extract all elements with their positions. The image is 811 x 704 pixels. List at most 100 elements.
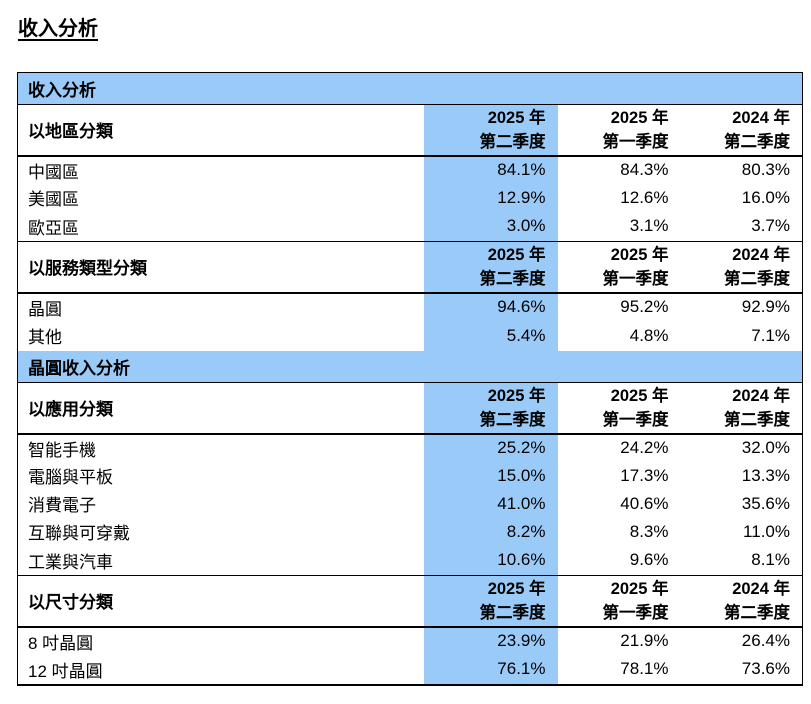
col-header-quarter: 第一季度 [602,132,669,151]
value-2024-q2: 7.1% [751,325,790,345]
col-header-2024-q2: 2024 年 第二季度 [680,382,803,435]
row-label: 美國區 [28,190,79,209]
col-header-2025-q1: 2025 年 第一季度 [557,241,681,294]
row-label: 12 吋晶圓 [28,661,103,681]
col-header-year: 2024 年 [732,579,790,598]
row-label: 電腦與平板 [28,468,113,487]
col-header-quarter: 第二季度 [479,410,546,429]
value-2025-q1: 84.3% [620,160,669,179]
value-2025-q1: 9.6% [629,550,669,570]
col-header-quarter: 第二季度 [479,132,546,151]
col-header-year: 2024 年 [732,245,790,264]
row-china: 中國區 84.1% 84.3% 80.3% [18,156,803,184]
col-header-quarter: 第一季度 [602,269,669,288]
page-title: 收入分析 [18,18,98,40]
value-2025-q1: 78.1% [620,659,669,678]
col-header-year: 2025 年 [610,245,669,264]
section-header-by-service-type: 以服務類型分類 2025 年 第二季度 2025 年 第一季度 2024 年 第… [17,241,803,294]
col-header-2025-q2: 2025 年 第二季度 [423,382,558,435]
col-header-quarter: 第一季度 [602,410,669,429]
row-wafer: 晶圓 94.6% 95.2% 92.9% [18,293,803,321]
section-header-by-region: 以地區分類 2025 年 第二季度 2025 年 第一季度 2024 年 第二季… [17,104,803,157]
value-2024-q2: 35.6% [741,493,790,513]
value-2025-q2: 41.0% [497,493,546,513]
value-2024-q2: 80.3% [741,160,790,179]
value-2024-q2: 73.6% [741,659,790,678]
col-header-quarter: 第二季度 [479,603,546,622]
row-label: 其他 [28,328,62,347]
value-2025-q1: 8.3% [629,521,669,541]
section-label: 以應用分類 [17,382,424,435]
band-title: 收入分析 [17,72,803,105]
value-2025-q2: 12.9% [497,187,546,207]
value-2025-q1: 3.1% [629,216,669,236]
section-label: 以服務類型分類 [17,241,424,294]
value-2024-q2: 32.0% [741,438,790,457]
value-2025-q1: 4.8% [629,325,669,345]
value-2025-q2: 15.0% [497,465,546,485]
col-header-quarter: 第二季度 [724,603,790,622]
col-header-quarter: 第二季度 [724,269,790,288]
row-label: 中國區 [28,162,79,182]
row-connectivity-wearables: 互聯與可穿戴 8.2% 8.3% 11.0% [18,518,803,546]
col-header-year: 2024 年 [732,386,790,405]
value-2025-q1: 12.6% [620,187,669,207]
col-header-quarter: 第一季度 [602,603,669,622]
col-header-2024-q2: 2024 年 第二季度 [680,104,803,157]
value-2025-q2: 8.2% [506,521,546,541]
value-2025-q1: 24.2% [620,438,669,457]
row-other: 其他 5.4% 4.8% 7.1% [18,321,803,351]
row-smartphone: 智能手機 25.2% 24.2% 32.0% [18,434,803,462]
value-2024-q2: 26.4% [741,631,790,650]
value-2025-q2: 76.1% [497,659,546,678]
section-label: 以地區分類 [17,104,424,157]
row-eurasia: 歐亞區 3.0% 3.1% 3.7% [18,212,803,242]
col-header-year: 2025 年 [610,579,669,598]
col-header-2025-q1: 2025 年 第一季度 [557,104,681,157]
value-2025-q2: 23.9% [497,631,546,650]
value-2025-q2: 5.4% [506,325,546,345]
value-2025-q1: 17.3% [620,465,669,485]
col-header-2025-q2: 2025 年 第二季度 [423,104,558,157]
value-2024-q2: 13.3% [741,465,790,485]
row-label: 8 吋晶圓 [28,633,94,653]
col-header-2025-q2: 2025 年 第二季度 [423,575,558,628]
row-consumer-electronics: 消費電子 41.0% 40.6% 35.6% [18,490,803,518]
band-revenue-analysis: 收入分析 [17,72,803,105]
row-label: 工業與汽車 [28,552,113,572]
row-label: 晶圓 [28,299,62,319]
col-header-year: 2025 年 [487,245,546,264]
value-2025-q1: 95.2% [620,297,669,316]
col-header-year: 2024 年 [732,108,790,127]
value-2024-q2: 11.0% [743,521,790,541]
col-header-2024-q2: 2024 年 第二季度 [680,575,803,628]
value-2024-q2: 92.9% [741,297,790,316]
value-2025-q2: 94.6% [497,297,546,316]
col-header-2024-q2: 2024 年 第二季度 [680,241,803,294]
row-12-inch-wafer: 12 吋晶圓 76.1% 78.1% 73.6% [18,655,803,685]
col-header-quarter: 第二季度 [724,410,790,429]
value-2025-q2: 3.0% [506,216,546,236]
col-header-year: 2025 年 [487,108,546,127]
row-label: 互聯與可穿戴 [28,524,130,543]
col-header-year: 2025 年 [487,579,546,598]
col-header-2025-q1: 2025 年 第一季度 [557,382,681,435]
col-header-quarter: 第二季度 [479,269,546,288]
col-header-year: 2025 年 [610,108,669,127]
row-label: 歐亞區 [28,218,79,238]
band-title: 晶圓收入分析 [17,350,803,383]
value-2025-q1: 40.6% [620,493,669,513]
value-2025-q2: 10.6% [497,550,546,570]
value-2024-q2: 3.7% [751,216,790,236]
revenue-analysis-table: 收入分析 以地區分類 2025 年 第二季度 2025 年 第一季度 2024 … [17,72,803,686]
value-2024-q2: 8.1% [751,550,790,570]
row-label: 消費電子 [28,496,96,515]
col-header-quarter: 第二季度 [724,132,790,151]
col-header-2025-q2: 2025 年 第二季度 [423,241,558,294]
value-2025-q2: 25.2% [497,438,546,457]
value-2025-q1: 21.9% [620,631,669,650]
section-header-by-size: 以尺寸分類 2025 年 第二季度 2025 年 第一季度 2024 年 第二季… [17,575,803,628]
col-header-year: 2025 年 [610,386,669,405]
row-industrial-automotive: 工業與汽車 10.6% 9.6% 8.1% [18,546,803,576]
row-label: 智能手機 [28,440,96,460]
